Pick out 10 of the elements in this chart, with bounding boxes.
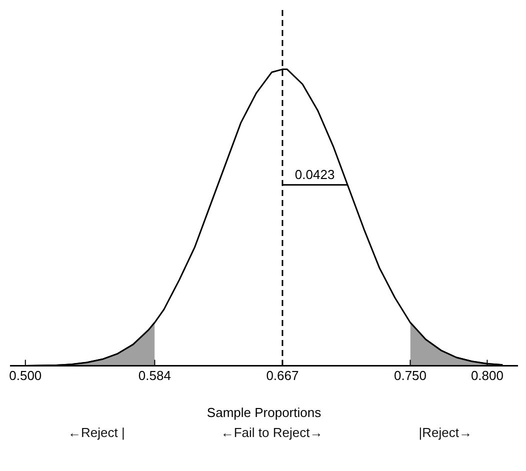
text: |Reject→ — [418, 425, 472, 440]
x-tick-label: 0.584 — [138, 368, 171, 384]
text: ←Reject | — [68, 425, 125, 440]
text: ←Fail to Reject→ — [220, 425, 323, 440]
x-tick-label: 0.800 — [470, 368, 504, 384]
x-tick-label: 0.750 — [394, 368, 427, 384]
x-axis-title: Sample Proportions — [206, 404, 322, 420]
x-tick-label: 0.667 — [266, 368, 299, 384]
annotation: 0.0423 — [294, 167, 335, 182]
x-tick-label: 0.500 — [9, 368, 42, 384]
